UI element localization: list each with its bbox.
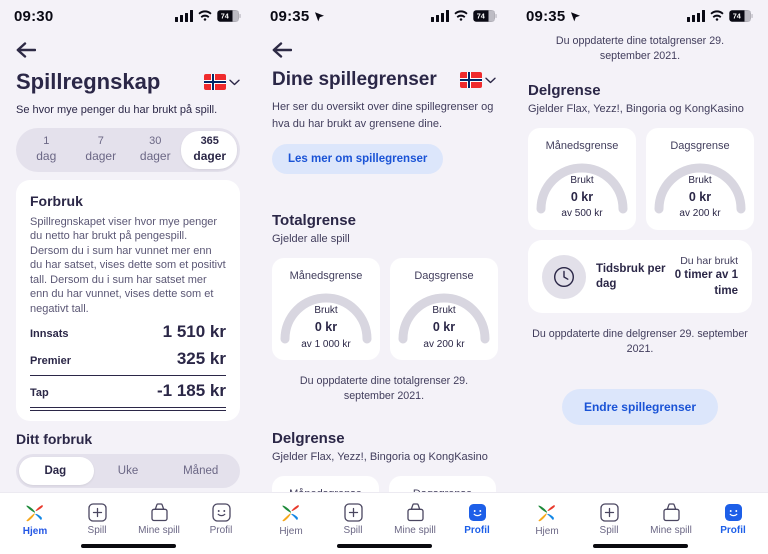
svg-text:74: 74	[477, 11, 486, 20]
svg-text:74: 74	[221, 11, 230, 20]
svg-text:74: 74	[733, 11, 742, 20]
